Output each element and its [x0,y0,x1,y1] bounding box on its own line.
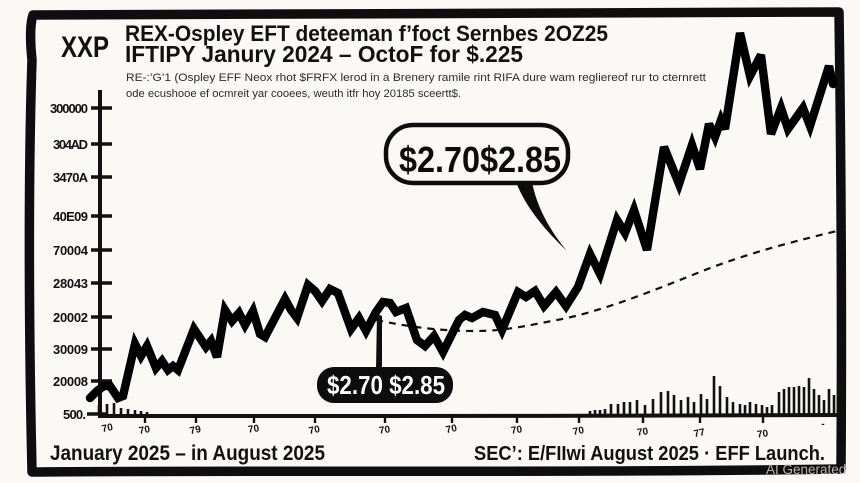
svg-text:70: 70 [510,424,523,437]
svg-text:70: 70 [445,423,459,436]
svg-text:40E09: 40E09 [53,209,88,224]
svg-text:-: - [821,419,824,430]
svg-text:$2.70 $2.85: $2.70 $2.85 [327,370,445,400]
svg-text:SEC’: E/FIIwi August 2025 · EF: SEC’: E/FIIwi August 2025 · EFF Launch. [474,442,825,465]
svg-text:70: 70 [572,425,585,438]
svg-text:$2.70$2.85: $2.70$2.85 [399,139,561,180]
svg-text:70: 70 [247,423,260,436]
svg-text:AI Generated: AI Generated [766,462,846,477]
svg-text:January 2025 – in August 2025: January 2025 – in August 2025 [50,442,325,465]
svg-text:IFTIPY Janury 2024 – OctoF for: IFTIPY Janury 2024 – OctoF for $.225 [125,41,523,67]
svg-text:500.: 500. [63,407,86,422]
svg-text:70: 70 [101,422,115,435]
svg-text:20008: 20008 [53,374,88,389]
svg-text:70: 70 [138,424,151,437]
svg-text:77: 77 [693,427,707,440]
svg-text:RE-:’G’1 (Ospley EFF Neox rhot: RE-:’G’1 (Ospley EFF Neox rhot $FRFX ler… [126,72,707,84]
svg-text:304AD: 304AD [53,137,88,152]
svg-text:79: 79 [189,424,203,437]
svg-text:REX-Ospley EFT deteeman f’foct: REX-Ospley EFT deteeman f’foct Sernbes 2… [125,21,608,46]
svg-text:70: 70 [378,424,391,437]
svg-text:70004: 70004 [53,243,89,258]
svg-text:20002: 20002 [53,310,88,325]
svg-text:ode ecushooe ef ocmreit yar co: ode ecushooe ef ocmreit yar cooees, weut… [126,88,461,100]
svg-text:XXP: XXP [61,31,109,64]
svg-text:70: 70 [756,428,769,441]
svg-text:70: 70 [308,424,322,437]
svg-text:70: 70 [636,426,649,439]
svg-text:30009: 30009 [53,342,88,357]
svg-text:300000: 300000 [50,101,88,116]
svg-text:3470A: 3470A [53,170,89,185]
svg-text:28043: 28043 [53,276,88,291]
